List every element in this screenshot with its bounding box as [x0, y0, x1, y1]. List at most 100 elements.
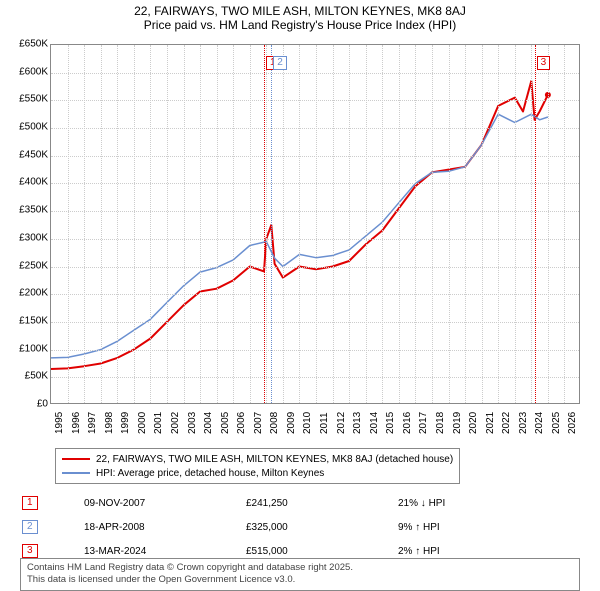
xtick-label: 1997 — [87, 412, 98, 434]
ytick-label: £300K — [19, 232, 48, 243]
event-date: 18-APR-2008 — [84, 516, 244, 538]
chart-title-line2: Price paid vs. HM Land Registry's House … — [0, 18, 600, 32]
gridline-h — [51, 156, 579, 157]
gridline-v — [233, 45, 234, 403]
gridline-h — [51, 322, 579, 323]
xtick-label: 1995 — [54, 412, 65, 434]
xtick-label: 2020 — [468, 412, 479, 434]
xtick-label: 2011 — [319, 412, 330, 434]
xtick-label: 2025 — [551, 412, 562, 434]
footer: Contains HM Land Registry data © Crown c… — [20, 558, 580, 591]
gridline-v — [167, 45, 168, 403]
xtick-label: 2013 — [352, 412, 363, 434]
events-table: 109-NOV-2007£241,25021% ↓ HPI218-APR-200… — [20, 490, 580, 564]
gridline-v — [266, 45, 267, 403]
gridline-h — [51, 100, 579, 101]
ytick-label: £500K — [19, 122, 48, 133]
xtick-label: 2001 — [153, 412, 164, 434]
gridline-h — [51, 294, 579, 295]
gridline-v — [283, 45, 284, 403]
xtick-label: 2008 — [269, 412, 280, 434]
ytick-label: £650K — [19, 39, 48, 50]
xtick-label: 2009 — [286, 412, 297, 434]
xtick-label: 2021 — [485, 412, 496, 434]
xtick-label: 2002 — [170, 412, 181, 434]
gridline-h — [51, 128, 579, 129]
gridline-v — [316, 45, 317, 403]
footer-line2: This data is licensed under the Open Gov… — [27, 574, 573, 586]
xtick-label: 1999 — [120, 412, 131, 434]
gridline-v — [217, 45, 218, 403]
xtick-label: 2018 — [435, 412, 446, 434]
gridline-v — [68, 45, 69, 403]
xtick-label: 2019 — [452, 412, 463, 434]
gridline-v — [349, 45, 350, 403]
gridline-v — [515, 45, 516, 403]
xtick-label: 2022 — [501, 412, 512, 434]
gridline-h — [51, 350, 579, 351]
gridline-v — [184, 45, 185, 403]
xtick-label: 2010 — [302, 412, 313, 434]
gridline-v — [366, 45, 367, 403]
legend-swatch — [62, 458, 90, 460]
gridline-v — [399, 45, 400, 403]
xtick-label: 2004 — [203, 412, 214, 434]
ytick-label: £100K — [19, 343, 48, 354]
gridline-h — [51, 211, 579, 212]
legend-label: 22, FAIRWAYS, TWO MILE ASH, MILTON KEYNE… — [96, 454, 453, 465]
gridline-v — [531, 45, 532, 403]
legend-swatch — [62, 472, 90, 474]
gridline-v — [134, 45, 135, 403]
gridline-v — [415, 45, 416, 403]
plot-area — [50, 44, 580, 404]
event-num: 1 — [22, 496, 38, 510]
event-marker-line — [271, 45, 272, 403]
gridline-v — [449, 45, 450, 403]
ytick-label: £250K — [19, 260, 48, 271]
xtick-label: 2014 — [369, 412, 380, 434]
xtick-label: 2007 — [253, 412, 264, 434]
gridline-h — [51, 183, 579, 184]
gridline-h — [51, 73, 579, 74]
event-num: 2 — [22, 520, 38, 534]
chart-title-line1: 22, FAIRWAYS, TWO MILE ASH, MILTON KEYNE… — [0, 4, 600, 18]
event-marker-line — [264, 45, 265, 403]
legend: 22, FAIRWAYS, TWO MILE ASH, MILTON KEYNE… — [55, 448, 460, 484]
gridline-h — [51, 267, 579, 268]
ytick-label: £600K — [19, 66, 48, 77]
gridline-v — [333, 45, 334, 403]
ytick-label: £450K — [19, 149, 48, 160]
xtick-label: 2012 — [336, 412, 347, 434]
gridline-v — [382, 45, 383, 403]
event-marker-line — [535, 45, 536, 403]
xtick-label: 2006 — [236, 412, 247, 434]
event-marker-box: 3 — [537, 56, 551, 70]
event-price: £325,000 — [246, 516, 396, 538]
legend-row: HPI: Average price, detached house, Milt… — [62, 466, 453, 480]
event-price: £241,250 — [246, 492, 396, 514]
ytick-label: £0 — [37, 399, 48, 410]
xtick-label: 2016 — [402, 412, 413, 434]
xtick-label: 2015 — [385, 412, 396, 434]
xtick-label: 2026 — [567, 412, 578, 434]
xtick-label: 2024 — [534, 412, 545, 434]
gridline-v — [84, 45, 85, 403]
legend-label: HPI: Average price, detached house, Milt… — [96, 468, 324, 479]
gridline-v — [548, 45, 549, 403]
gridline-v — [299, 45, 300, 403]
gridline-v — [432, 45, 433, 403]
chart-title-block: 22, FAIRWAYS, TWO MILE ASH, MILTON KEYNE… — [0, 0, 600, 34]
gridline-v — [150, 45, 151, 403]
gridline-v — [465, 45, 466, 403]
ytick-label: £350K — [19, 205, 48, 216]
event-num: 3 — [22, 544, 38, 558]
xtick-label: 2000 — [137, 412, 148, 434]
gridline-h — [51, 377, 579, 378]
ytick-label: £200K — [19, 288, 48, 299]
xtick-label: 1996 — [71, 412, 82, 434]
gridline-v — [498, 45, 499, 403]
event-delta: 21% ↓ HPI — [398, 492, 578, 514]
gridline-v — [117, 45, 118, 403]
xtick-label: 2023 — [518, 412, 529, 434]
gridline-v — [101, 45, 102, 403]
